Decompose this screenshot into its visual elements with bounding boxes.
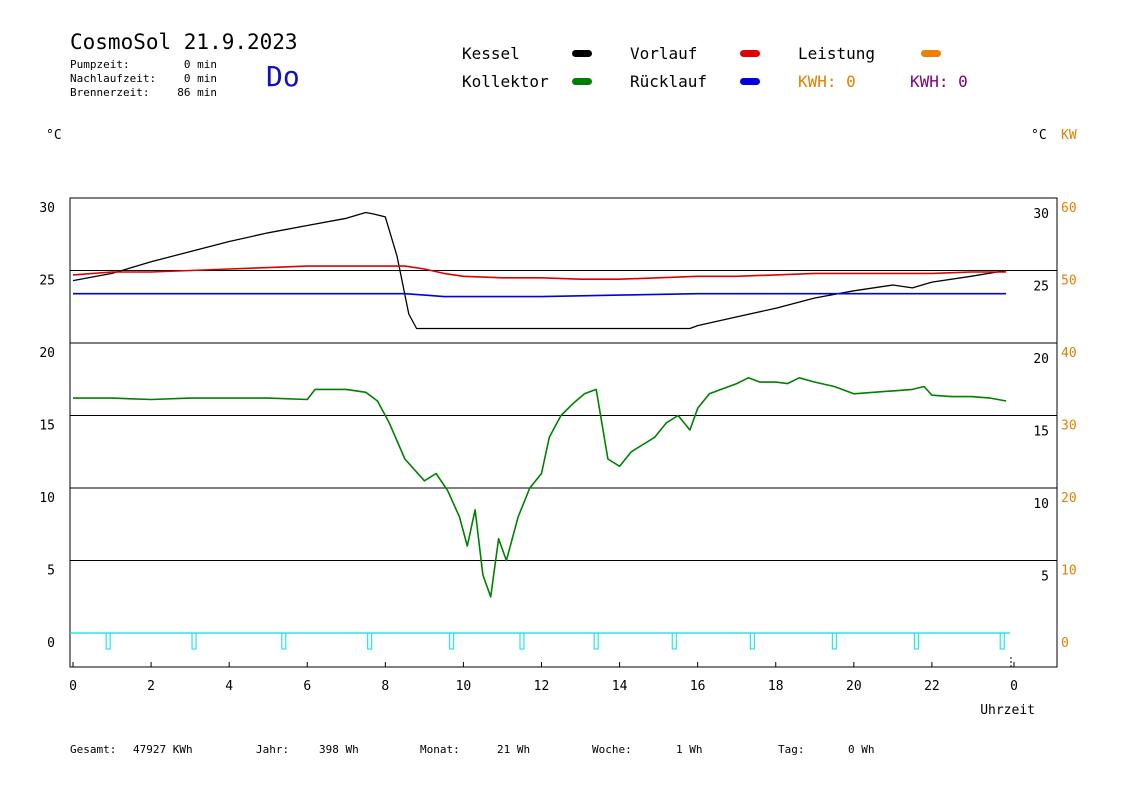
footer-monat-label: Monat: xyxy=(420,743,460,756)
stat-row-nachlaufzeit: Nachlaufzeit: xyxy=(70,72,156,86)
x-tick-label: 18 xyxy=(768,679,784,694)
leistung-pulse xyxy=(519,632,525,650)
y-tick-label-kw: 10 xyxy=(1061,564,1077,579)
footer-jahr-label: Jahr: xyxy=(256,743,290,756)
y-tick-label-right: 5 xyxy=(1041,570,1049,585)
leistung-pulse xyxy=(191,632,197,650)
stat-row-brennerzeit: Brennerzeit: xyxy=(70,86,149,100)
leistung-pulse xyxy=(105,632,111,650)
stat-value-nachlaufzeit: 0 min xyxy=(183,72,217,85)
y-tick-label-right: 15 xyxy=(1033,425,1049,440)
y-tick-label-right: 30 xyxy=(1033,207,1049,222)
legend-kessel-label: Kessel xyxy=(462,44,520,63)
y-tick-label-left: 15 xyxy=(39,419,55,434)
leistung-pulse xyxy=(913,632,919,650)
x-tick-label: 0 xyxy=(69,679,77,694)
x-tick-label: 10 xyxy=(456,679,472,694)
y-tick-label-kw: 0 xyxy=(1061,636,1069,651)
footer-jahr-value: 398 Wh xyxy=(319,743,359,756)
footer-woche-label: Woche: xyxy=(592,743,632,756)
footer-gesamt-label: Gesamt: xyxy=(70,743,117,756)
series-line-kessel xyxy=(72,211,1007,330)
leistung-pulse xyxy=(749,632,755,650)
plot-frame xyxy=(69,197,1058,668)
footer-gesamt-value: 47927 KWh xyxy=(133,743,193,756)
footer-monat-value: 21 Wh xyxy=(497,743,531,756)
y-tick-label-right: 20 xyxy=(1033,352,1049,367)
x-axis-label: Uhrzeit xyxy=(980,703,1035,718)
y-tick-label-kw: 50 xyxy=(1061,274,1077,289)
y-tick-label-kw: 60 xyxy=(1061,201,1077,216)
y-tick-label-left: 5 xyxy=(47,564,55,579)
x-tick-label: 20 xyxy=(846,679,862,694)
legend-leistung-swatch xyxy=(921,50,941,57)
leistung-pulse xyxy=(449,632,455,650)
series-line-rücklauf xyxy=(73,292,1007,298)
stat-label: Nachlaufzeit: xyxy=(70,72,157,85)
y-tick-label-right: 10 xyxy=(1033,497,1049,512)
x-tick-label: 0 xyxy=(1010,679,1018,694)
y-tick-label-kw: 20 xyxy=(1061,491,1077,506)
stat-value-brennerzeit: 86 min xyxy=(177,86,217,99)
y-tick-label-kw: 40 xyxy=(1061,346,1077,361)
y-tick-label-left: 20 xyxy=(39,346,55,361)
app-title: CosmoSol 21.9.2023 xyxy=(70,30,298,54)
legend-vorlauf-label: Vorlauf xyxy=(630,44,698,63)
legend-vorlauf-swatch xyxy=(740,50,760,57)
x-tick-label: 6 xyxy=(303,679,311,694)
weekday-label: Do xyxy=(266,60,300,93)
legend-leistung-label: Leistung xyxy=(798,44,876,63)
x-tick-label: 14 xyxy=(612,679,628,694)
y-tick-label-kw: 30 xyxy=(1061,419,1077,434)
x-tick-label: 4 xyxy=(225,679,233,694)
y-tick-label-left: 30 xyxy=(39,201,55,216)
stat-label: Pumpzeit: xyxy=(70,58,130,71)
leistung-pulse xyxy=(593,632,599,650)
leistung-pulse xyxy=(281,632,287,650)
footer-tag-value: 0 Wh xyxy=(848,743,875,756)
legend-ruecklauf-label: Rücklauf xyxy=(630,72,708,91)
y-tick-label-right: 25 xyxy=(1033,280,1049,295)
x-tick-label: 22 xyxy=(924,679,940,694)
right-axis-unit: °C xyxy=(1031,128,1047,143)
kwh-secondary: KWH: 0 xyxy=(910,72,968,91)
series-line-vorlauf xyxy=(72,265,1007,281)
leistung-pulse xyxy=(367,632,373,650)
x-tick-label: 16 xyxy=(690,679,706,694)
footer-tag-label: Tag: xyxy=(778,743,805,756)
leistung-pulse xyxy=(831,632,837,650)
stat-row-pumpzeit: Pumpzeit: xyxy=(70,58,130,72)
series-line-kollektor xyxy=(73,376,1007,598)
stat-value-pumpzeit: 0 min xyxy=(183,58,217,71)
x-tick-label: 8 xyxy=(381,679,389,694)
right-axis-kw-unit: KW xyxy=(1061,128,1077,143)
legend-kollektor-label: Kollektor xyxy=(462,72,549,91)
x-tick-label: 2 xyxy=(147,679,155,694)
legend-kessel-swatch xyxy=(572,50,592,57)
stat-label: Brennerzeit: xyxy=(70,86,150,99)
x-tick-label: 12 xyxy=(534,679,550,694)
leistung-pulse xyxy=(999,632,1005,650)
y-tick-label-left: 0 xyxy=(47,636,55,651)
legend-kollektor-swatch xyxy=(572,78,592,85)
kwh-leistung: KWH: 0 xyxy=(798,72,856,91)
y-tick-label-left: 25 xyxy=(39,274,55,289)
footer-woche-value: 1 Wh xyxy=(676,743,703,756)
y-tick-label-left: 10 xyxy=(39,491,55,506)
legend-ruecklauf-swatch xyxy=(740,78,760,85)
left-axis-unit: °C xyxy=(46,128,62,143)
leistung-pulse xyxy=(671,632,677,650)
